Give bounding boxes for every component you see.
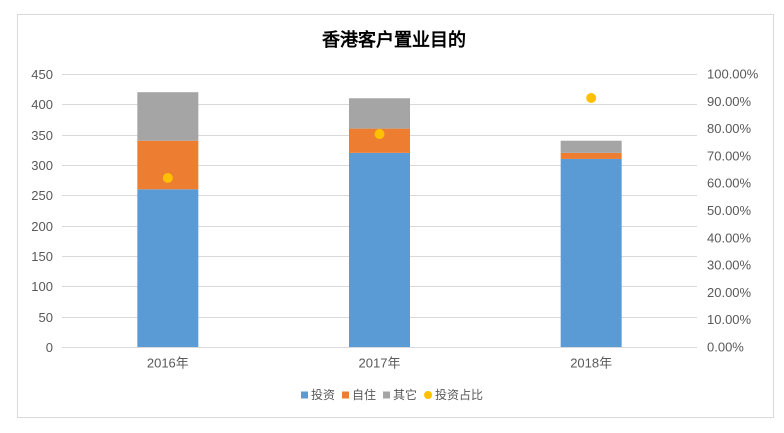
ratio-point bbox=[374, 129, 385, 140]
legend-label: 投资 bbox=[311, 387, 335, 402]
y2-tick-label: 20.00% bbox=[707, 285, 752, 300]
y2-tick-label: 80.00% bbox=[707, 121, 752, 136]
y2-tick-label: 90.00% bbox=[707, 94, 752, 109]
y-axis-primary: 0 50 100 150 200 250 300 350 400 450 bbox=[31, 67, 53, 355]
x-axis: 2016年 2017年 2018年 bbox=[147, 356, 612, 371]
legend-marker bbox=[383, 391, 391, 399]
y-tick-label: 150 bbox=[31, 249, 53, 264]
bar-segment bbox=[349, 152, 410, 347]
y2-tick-label: 60.00% bbox=[707, 176, 752, 191]
y2-tick-label: 50.00% bbox=[707, 203, 752, 218]
y-tick-label: 100 bbox=[31, 279, 53, 294]
y-axis-secondary: 0.00% 10.00% 20.00% 30.00% 40.00% 50.00% 60.00… bbox=[707, 67, 759, 355]
y2-tick-label: 30.00% bbox=[707, 258, 752, 273]
y2-tick-label: 10.00% bbox=[707, 312, 752, 327]
bar-segment bbox=[349, 98, 410, 129]
y-tick-label: 450 bbox=[31, 67, 53, 82]
y2-tick-label: 40.00% bbox=[707, 230, 752, 245]
legend: 投资 自住 其它 投资占比 bbox=[301, 387, 483, 402]
y2-tick-label: 100.00% bbox=[707, 67, 759, 82]
ratio-point bbox=[162, 173, 173, 184]
legend-label: 自住 bbox=[352, 388, 376, 402]
y-tick-label: 300 bbox=[31, 158, 53, 173]
ratio-point bbox=[586, 93, 597, 104]
x-tick-label: 2016年 bbox=[147, 356, 189, 371]
y2-tick-label: 0.00% bbox=[707, 340, 744, 355]
legend-marker bbox=[301, 391, 308, 399]
bar-segment bbox=[137, 189, 199, 347]
x-tick-label: 2017年 bbox=[359, 356, 401, 371]
legend-item: 其它 bbox=[383, 387, 417, 402]
legend-item: 自住 bbox=[342, 388, 376, 402]
bars bbox=[137, 92, 622, 347]
chart-title: 香港客户置业目的 bbox=[321, 29, 466, 50]
bar-segment bbox=[137, 92, 199, 141]
ratio-points bbox=[162, 93, 597, 184]
y-tick-label: 400 bbox=[31, 97, 53, 112]
bar-segment bbox=[560, 140, 622, 153]
y2-tick-label: 70.00% bbox=[707, 148, 752, 163]
x-tick-label: 2018年 bbox=[570, 356, 612, 371]
y-tick-label: 50 bbox=[39, 310, 53, 325]
bar-segment bbox=[560, 152, 622, 159]
legend-item: 投资占比 bbox=[424, 387, 483, 402]
y-tick-label: 200 bbox=[31, 219, 53, 234]
y-tick-label: 350 bbox=[31, 128, 53, 143]
y-tick-label: 0 bbox=[46, 340, 53, 355]
legend-marker bbox=[424, 391, 433, 399]
legend-label: 投资占比 bbox=[435, 387, 483, 402]
legend-item: 投资 bbox=[301, 387, 335, 402]
bar-segment bbox=[560, 158, 622, 347]
y-tick-label: 250 bbox=[31, 188, 53, 203]
legend-marker bbox=[342, 391, 350, 399]
legend-label: 其它 bbox=[393, 387, 417, 402]
